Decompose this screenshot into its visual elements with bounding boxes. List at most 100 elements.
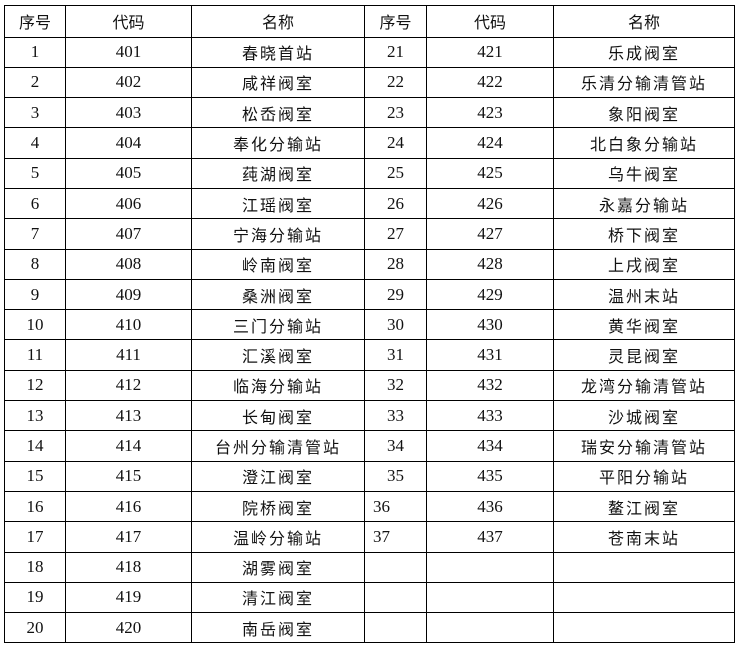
- cell-index: 32: [364, 369, 427, 402]
- cell-code: 402: [65, 66, 192, 99]
- cell-index: [364, 551, 427, 583]
- cell-index: 31: [364, 339, 427, 371]
- table-row: 1 401 春晓首站 21 421 乐成阀室: [4, 36, 735, 68]
- cell-name: 江瑶阀室: [191, 187, 365, 220]
- cell-name: 象阳阀室: [553, 97, 735, 129]
- cell-code: 421: [426, 36, 554, 68]
- cell-index: 29: [364, 278, 427, 311]
- cell-name: 宁海分输站: [191, 218, 365, 250]
- cell-name: 永嘉分输站: [553, 187, 735, 220]
- table-row: 15 415 澄江阀室 35 435 平阳分输站: [4, 460, 735, 492]
- cell-index: 1: [4, 36, 66, 68]
- cell-code: 403: [65, 97, 192, 129]
- cell-code: 434: [426, 430, 554, 462]
- cell-code: 418: [65, 551, 192, 583]
- cell-name: 春晓首站: [191, 36, 365, 68]
- cell-name: 鳌江阀室: [553, 490, 735, 523]
- cell-index: 12: [4, 369, 66, 402]
- header-name: 名称: [191, 5, 365, 38]
- cell-index: [364, 612, 427, 644]
- cell-index: 21: [364, 36, 427, 68]
- cell-name: 澄江阀室: [191, 460, 365, 492]
- cell-name: 莼湖阀室: [191, 157, 365, 189]
- cell-index: 19: [4, 581, 66, 614]
- cell-index: 11: [4, 339, 66, 371]
- cell-name: 湖雾阀室: [191, 551, 365, 583]
- cell-index: 3: [4, 97, 66, 129]
- cell-name: 松岙阀室: [191, 97, 365, 129]
- cell-name: 桑洲阀室: [191, 278, 365, 311]
- cell-code: 411: [65, 339, 192, 371]
- cell-code: 429: [426, 278, 554, 311]
- table-row: 10 410 三门分输站 30 430 黄华阀室: [4, 309, 735, 341]
- cell-name: 乐成阀室: [553, 36, 735, 68]
- cell-name: 咸祥阀室: [191, 66, 365, 99]
- cell-code: 404: [65, 127, 192, 159]
- table-row: 13 413 长甸阀室 33 433 沙城阀室: [4, 400, 735, 432]
- cell-index: 30: [364, 309, 427, 341]
- cell-name: 桥下阀室: [553, 218, 735, 250]
- cell-name: 清江阀室: [191, 581, 365, 614]
- table-row: 4 404 奉化分输站 24 424 北白象分输站: [4, 127, 735, 159]
- cell-name: 长甸阀室: [191, 400, 365, 432]
- cell-code: 419: [65, 581, 192, 614]
- header-code: 代码: [426, 5, 554, 38]
- cell-index: 9: [4, 278, 66, 311]
- cell-name: 乌牛阀室: [553, 157, 735, 189]
- cell-code: 420: [65, 612, 192, 644]
- header-code: 代码: [65, 5, 192, 38]
- cell-name: 上戌阀室: [553, 248, 735, 280]
- cell-name: 灵昆阀室: [553, 339, 735, 371]
- cell-code: [426, 551, 554, 583]
- cell-code: 416: [65, 490, 192, 523]
- cell-name: 汇溪阀室: [191, 339, 365, 371]
- cell-name: 岭南阀室: [191, 248, 365, 280]
- table-row: 8 408 岭南阀室 28 428 上戌阀室: [4, 248, 735, 280]
- table-row: 16 416 院桥阀室 36 436 鳌江阀室: [4, 490, 735, 523]
- cell-index: 4: [4, 127, 66, 159]
- cell-name: 温岭分输站: [191, 521, 365, 553]
- table-row: 11 411 汇溪阀室 31 431 灵昆阀室: [4, 339, 735, 371]
- cell-name: 南岳阀室: [191, 612, 365, 644]
- cell-code: 428: [426, 248, 554, 280]
- cell-code: 410: [65, 309, 192, 341]
- cell-index: 20: [4, 612, 66, 644]
- cell-code: 417: [65, 521, 192, 553]
- cell-index: 7: [4, 218, 66, 250]
- station-code-table: 序号 代码 名称 序号 代码 名称 1 401 春晓首站 21 421 乐成阀室 2 402 咸…: [4, 5, 735, 644]
- cell-name: 黄华阀室: [553, 309, 735, 341]
- cell-code: 437: [426, 521, 554, 553]
- header-index: 序号: [364, 5, 427, 38]
- cell-code: 401: [65, 36, 192, 68]
- cell-name: 温州末站: [553, 278, 735, 311]
- cell-code: 423: [426, 97, 554, 129]
- cell-code: 405: [65, 157, 192, 189]
- cell-index: 37: [364, 521, 427, 553]
- cell-code: 415: [65, 460, 192, 492]
- cell-code: 426: [426, 187, 554, 220]
- cell-code: 413: [65, 400, 192, 432]
- header-name: 名称: [553, 5, 735, 38]
- cell-index: 34: [364, 430, 427, 462]
- table-row: 18 418 湖雾阀室: [4, 551, 735, 583]
- cell-index: 6: [4, 187, 66, 220]
- table-row: 9 409 桑洲阀室 29 429 温州末站: [4, 278, 735, 311]
- cell-name: 北白象分输站: [553, 127, 735, 159]
- cell-name: [553, 612, 735, 644]
- cell-name: [553, 581, 735, 614]
- table-row: 19 419 清江阀室: [4, 581, 735, 614]
- cell-index: 13: [4, 400, 66, 432]
- cell-code: 414: [65, 430, 192, 462]
- cell-code: 424: [426, 127, 554, 159]
- header-row: 序号 代码 名称 序号 代码 名称: [4, 5, 735, 38]
- table-row: 5 405 莼湖阀室 25 425 乌牛阀室: [4, 157, 735, 189]
- cell-code: 431: [426, 339, 554, 371]
- cell-code: [426, 612, 554, 644]
- cell-code: 432: [426, 369, 554, 402]
- table-row: 14 414 台州分输清管站 34 434 瑞安分输清管站: [4, 430, 735, 462]
- cell-index: 2: [4, 66, 66, 99]
- cell-code: 436: [426, 490, 554, 523]
- cell-code: 433: [426, 400, 554, 432]
- cell-code: 422: [426, 66, 554, 99]
- cell-index: 33: [364, 400, 427, 432]
